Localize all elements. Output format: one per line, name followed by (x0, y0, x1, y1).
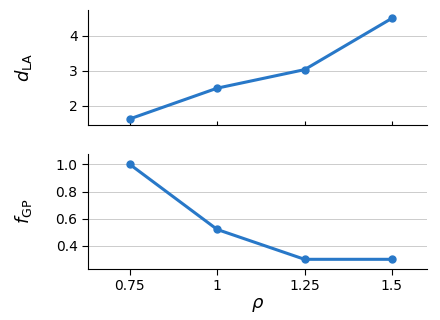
Y-axis label: $f_{\mathrm{GP}}$: $f_{\mathrm{GP}}$ (13, 198, 34, 224)
Y-axis label: $d_{\mathrm{LA}}$: $d_{\mathrm{LA}}$ (13, 53, 34, 82)
X-axis label: $\rho$: $\rho$ (251, 296, 264, 314)
